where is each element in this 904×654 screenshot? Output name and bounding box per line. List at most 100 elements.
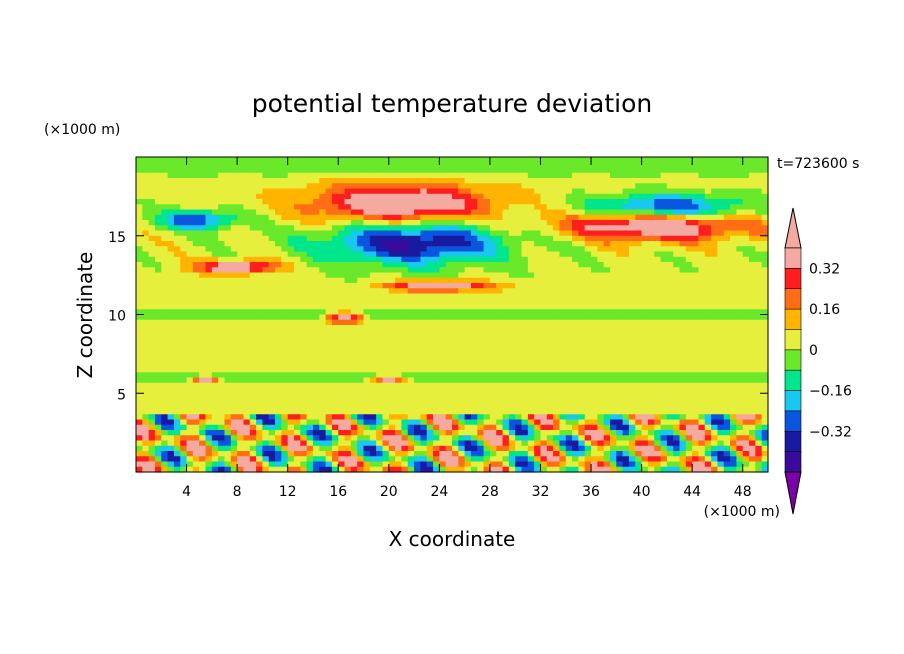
contour-cell xyxy=(420,251,428,258)
contour-cell xyxy=(414,314,421,321)
contour-cell xyxy=(230,451,238,457)
contour-cell xyxy=(597,172,605,179)
contour-cell xyxy=(142,251,150,258)
contour-cell xyxy=(401,272,409,279)
contour-cell xyxy=(180,424,188,431)
contour-cell xyxy=(306,241,314,247)
contour-cell xyxy=(154,256,162,263)
contour-cell xyxy=(224,393,232,400)
contour-cell xyxy=(136,225,143,232)
contour-cell xyxy=(439,440,447,447)
contour-cell xyxy=(647,393,655,400)
contour-cell xyxy=(401,451,409,457)
contour-cell xyxy=(458,461,466,468)
contour-cell xyxy=(565,393,573,400)
contour-cell xyxy=(249,382,257,389)
contour-cell xyxy=(584,335,592,342)
contour-cell xyxy=(546,388,554,394)
contour-cell xyxy=(553,167,561,174)
contour-cell xyxy=(136,335,143,342)
contour-cell xyxy=(154,288,162,295)
contour-cell xyxy=(603,314,611,321)
contour-cell xyxy=(445,251,453,258)
contour-cell xyxy=(395,440,403,447)
contour-cell xyxy=(211,456,219,463)
contour-cell xyxy=(407,220,415,226)
contour-cell xyxy=(136,435,143,442)
contour-cell xyxy=(395,225,403,232)
contour-cell xyxy=(180,256,188,263)
contour-cell xyxy=(154,241,162,247)
contour-cell xyxy=(325,346,333,352)
contour-cell xyxy=(249,325,257,331)
contour-cell xyxy=(565,367,573,373)
contour-cell xyxy=(647,188,655,195)
contour-cell xyxy=(281,230,289,237)
contour-cell xyxy=(603,214,611,221)
contour-cell xyxy=(553,414,561,421)
contour-cell xyxy=(319,403,327,410)
contour-cell xyxy=(268,393,276,400)
contour-cell xyxy=(559,167,567,174)
contour-cell xyxy=(439,424,447,431)
contour-cell xyxy=(489,167,497,174)
contour-cell xyxy=(331,172,339,179)
contour-cell xyxy=(350,288,358,295)
contour-cell xyxy=(641,430,649,436)
contour-cell xyxy=(654,372,662,379)
contour-cell xyxy=(199,251,207,258)
contour-cell xyxy=(142,456,150,463)
contour-cell xyxy=(338,356,346,363)
contour-cell xyxy=(142,193,150,200)
contour-cell xyxy=(275,393,282,400)
contour-cell xyxy=(249,272,257,279)
contour-cell xyxy=(502,199,510,205)
contour-cell xyxy=(521,445,529,452)
contour-cell xyxy=(300,277,308,284)
contour-cell xyxy=(654,388,662,394)
contour-cell xyxy=(616,235,624,242)
contour-cell xyxy=(154,251,162,258)
contour-cell xyxy=(496,377,504,384)
contour-cell xyxy=(224,230,232,237)
contour-cell xyxy=(597,267,605,274)
contour-cell xyxy=(382,167,390,174)
contour-cell xyxy=(249,241,257,247)
contour-cell xyxy=(154,325,162,331)
contour-cell xyxy=(502,220,510,226)
contour-cell xyxy=(148,325,156,331)
contour-cell xyxy=(173,351,181,358)
contour-cell xyxy=(357,267,365,274)
contour-cell xyxy=(565,451,573,457)
contour-cell xyxy=(445,377,453,384)
contour-cell xyxy=(414,445,421,452)
contour-cell xyxy=(294,204,301,211)
contour-cell xyxy=(515,330,523,337)
contour-cell xyxy=(616,382,624,389)
contour-cell xyxy=(521,246,529,253)
contour-cell xyxy=(154,445,162,452)
contour-cell xyxy=(192,230,200,237)
contour-cell xyxy=(395,319,403,326)
contour-cell xyxy=(553,241,561,247)
contour-cell xyxy=(565,445,573,452)
contour-cell xyxy=(534,430,542,436)
contour-cell xyxy=(572,382,579,389)
contour-cell xyxy=(262,256,270,263)
contour-cell xyxy=(154,424,162,431)
contour-cell xyxy=(306,246,314,253)
contour-cell xyxy=(136,388,143,394)
contour-cell xyxy=(420,272,428,279)
contour-cell xyxy=(622,445,630,452)
contour-cell xyxy=(433,204,440,211)
contour-cell xyxy=(136,398,143,405)
contour-cell xyxy=(306,262,314,268)
contour-cell xyxy=(445,419,453,426)
contour-cell xyxy=(161,309,169,316)
contour-cell xyxy=(458,209,466,216)
contour-cell xyxy=(161,340,169,347)
contour-cell xyxy=(230,430,238,436)
contour-cell xyxy=(268,220,276,226)
contour-cell xyxy=(401,382,409,389)
contour-cell xyxy=(414,251,421,258)
